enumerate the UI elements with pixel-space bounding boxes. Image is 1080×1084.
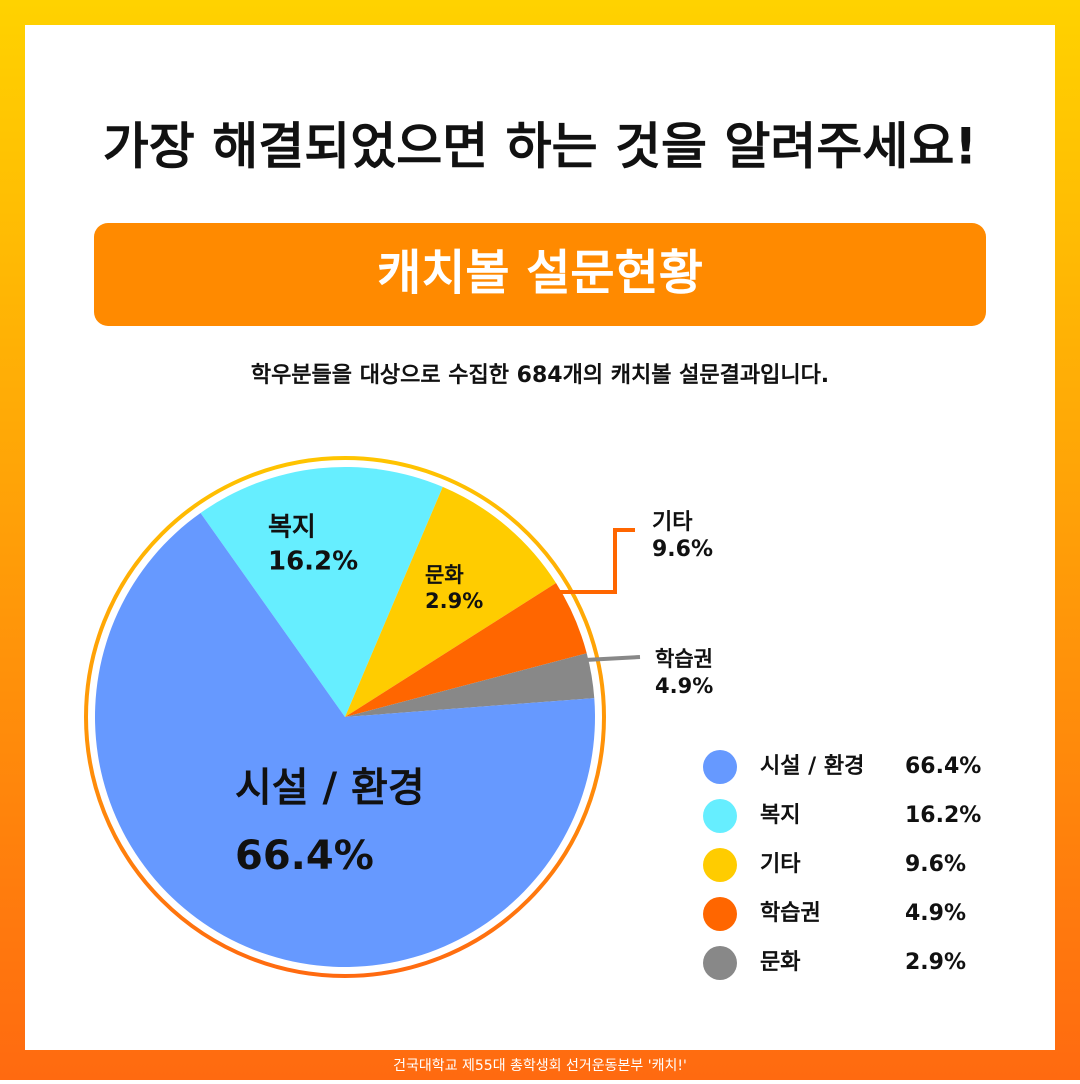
slice-value: 2.9% bbox=[425, 589, 483, 613]
slice-value: 66.4% bbox=[235, 833, 374, 879]
legend-swatch bbox=[703, 946, 737, 980]
pie bbox=[95, 467, 596, 967]
legend-value: 16.2% bbox=[905, 803, 981, 828]
slice-value: 9.6% bbox=[652, 537, 713, 562]
legend-swatch bbox=[703, 799, 737, 833]
leader-line bbox=[584, 655, 641, 662]
slice-label: 시설 / 환경 bbox=[235, 765, 425, 811]
slice-labels: 시설 / 환경 66.4% 복지 16.2% 기타9.6% 학습권 4.9% 문화2.9% bbox=[235, 510, 713, 879]
legend-swatch bbox=[703, 897, 737, 931]
title: 가장 해결되었으면 하는 것을 알려주세요! bbox=[103, 118, 977, 176]
legend-label: 시설 / 환경 bbox=[760, 754, 864, 779]
legend-label: 학습권 bbox=[760, 901, 821, 926]
slice-value: 4.9% bbox=[655, 674, 713, 698]
footer: 건국대학교 제55대 총학생회 선거운동본부 '캐치!' bbox=[393, 1058, 687, 1074]
subtitle: 학우분들을 대상으로 수집한 684개의 캐치볼 설문결과입니다. bbox=[251, 363, 829, 388]
legend-value: 9.6% bbox=[905, 852, 966, 877]
pie-slice bbox=[345, 582, 587, 717]
legend-swatch bbox=[703, 750, 737, 784]
legend-label: 문화 bbox=[760, 950, 800, 975]
leader-line bbox=[555, 528, 635, 594]
pie-ring bbox=[84, 456, 606, 978]
legend-label: 복지 bbox=[760, 803, 800, 828]
slice-label: 복지 bbox=[268, 513, 316, 543]
pie-slice bbox=[200, 467, 443, 717]
banner: 캐치볼 설문현황 bbox=[377, 245, 703, 301]
slice-value: 16.2% bbox=[268, 547, 358, 577]
legend-label: 기타 bbox=[760, 852, 801, 877]
banner-box bbox=[94, 223, 986, 326]
slice-label: 기타 bbox=[652, 510, 693, 535]
legend-value: 4.9% bbox=[905, 901, 966, 926]
slice-label: 문화 bbox=[425, 563, 464, 587]
legend-swatch bbox=[703, 848, 737, 882]
pie-slice bbox=[345, 486, 557, 717]
legend-value: 66.4% bbox=[905, 754, 981, 779]
legend: 시설 / 환경 66.4% 복지 16.2% 기타 9.6% 학습권 4.9% 문화 2.9% bbox=[703, 750, 981, 980]
slice-label: 학습권 bbox=[655, 647, 713, 671]
pie-slice bbox=[95, 512, 596, 967]
legend-value: 2.9% bbox=[905, 950, 966, 975]
pie-slice bbox=[345, 653, 595, 717]
